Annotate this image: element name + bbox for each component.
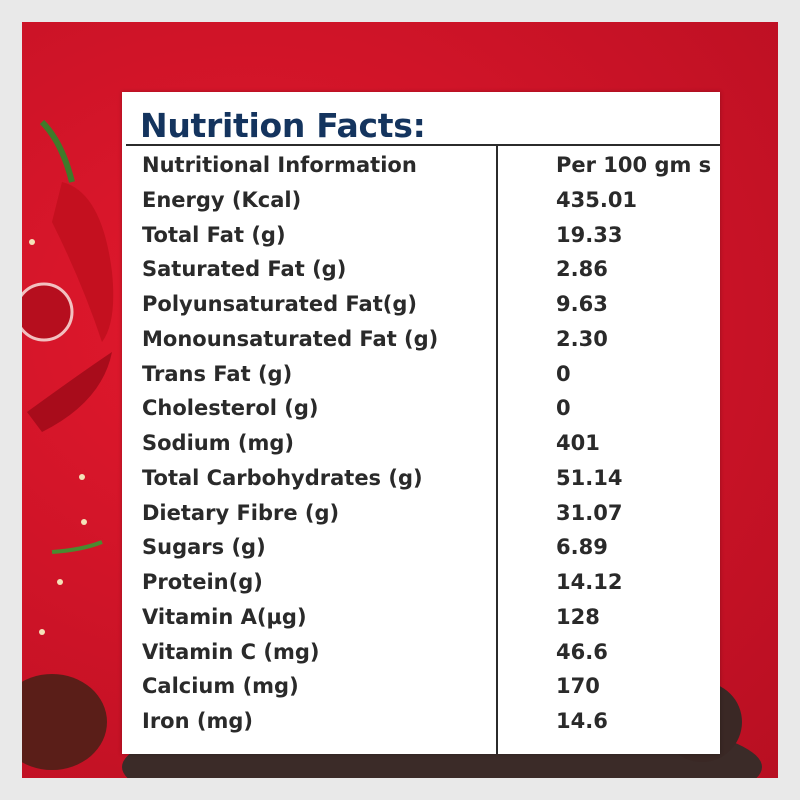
nutrient-label: Total Fat (g) [142, 222, 286, 247]
chili-slice [22, 282, 74, 342]
title-divider [126, 144, 720, 146]
nutrient-label: Iron (mg) [142, 709, 253, 733]
seed [57, 579, 63, 585]
seed [29, 239, 35, 245]
nutrient-label: Monounsaturated Fat (g) [142, 326, 439, 351]
nutrient-value: 401 [556, 431, 600, 455]
nutrient-value: 14.6 [556, 709, 608, 733]
nutrient-label: Trans Fat (g) [142, 361, 293, 386]
nutrient-value: 6.89 [556, 535, 608, 560]
nutrient-value: 128 [556, 604, 600, 629]
table-row: Polyunsaturated Fat(g) 9.63 [122, 287, 720, 322]
nutrient-label: Calcium (mg) [142, 674, 299, 699]
table-row: Total Carbohydrates (g) 51.14 [122, 461, 720, 496]
nutrient-label: Energy (Kcal) [142, 187, 302, 212]
nutrient-value: 46.6 [556, 639, 608, 664]
nutrient-label: Sugars (g) [142, 535, 266, 560]
red-chili-top [52, 182, 114, 342]
table-row: Saturated Fat (g) 2.86 [122, 252, 720, 287]
nutrient-label: Dietary Fibre (g) [142, 500, 340, 525]
table-header-row: Nutritional Information Per 100 gm s [122, 148, 720, 183]
nutrient-label: Polyunsaturated Fat(g) [142, 292, 417, 316]
table-row: Sodium (mg) 401 [122, 426, 720, 461]
nutrient-value: 0 [556, 396, 571, 421]
table-row: Energy (Kcal) 435.01 [122, 183, 720, 218]
table-row: Calcium (mg) 170 [122, 669, 720, 704]
dried-chili [22, 674, 107, 770]
nutrient-value: 9.63 [556, 292, 608, 316]
nutrient-value: 170 [556, 674, 600, 699]
table-row: Sugars (g) 6.89 [122, 530, 720, 565]
nutrient-label: Vitamin A(µg) [142, 604, 307, 629]
table-row: Vitamin C (mg) 46.6 [122, 635, 720, 670]
table-row: Iron (mg) 14.6 [122, 704, 720, 739]
nutrient-value: 2.30 [556, 326, 608, 351]
background-poster: Nutrition Facts: Nutritional Information… [22, 22, 778, 778]
header-label: Nutritional Information [142, 153, 417, 177]
table-row: Trans Fat (g) 0 [122, 357, 720, 392]
nutrient-value: 19.33 [556, 222, 623, 247]
table-row: Cholesterol (g) 0 [122, 391, 720, 426]
nutrient-value: 14.12 [556, 570, 623, 594]
nutrient-value: 51.14 [556, 465, 623, 490]
nutrient-label: Cholesterol (g) [142, 396, 319, 421]
seed [39, 629, 45, 635]
table-row: Total Fat (g) 19.33 [122, 218, 720, 253]
table-row: Monounsaturated Fat (g) 2.30 [122, 322, 720, 357]
green-chili-stem [51, 540, 103, 554]
nutrient-label: Sodium (mg) [142, 431, 295, 455]
seed [79, 474, 85, 480]
table-row: Dietary Fibre (g) 31.07 [122, 496, 720, 531]
nutrient-value: 435.01 [556, 187, 638, 212]
red-chili-bottom [27, 352, 112, 432]
green-stem [39, 119, 75, 183]
nutrient-label: Protein(g) [142, 570, 263, 594]
nutrient-value: 2.86 [556, 257, 608, 282]
seed [81, 519, 87, 525]
nutrition-facts-panel: Nutrition Facts: Nutritional Information… [122, 92, 720, 754]
header-value: Per 100 gm s [556, 153, 712, 177]
nutrition-table: Nutritional Information Per 100 gm s Ene… [122, 148, 720, 739]
nutrient-label: Total Carbohydrates (g) [142, 465, 423, 490]
nutrient-label: Saturated Fat (g) [142, 257, 347, 282]
column-divider [496, 146, 498, 754]
nutrient-label: Vitamin C (mg) [142, 639, 320, 664]
nutrient-value: 31.07 [556, 500, 623, 525]
table-row: Vitamin A(µg) 128 [122, 600, 720, 635]
page-title: Nutrition Facts: [140, 106, 426, 145]
table-row: Protein(g) 14.12 [122, 565, 720, 600]
nutrient-value: 0 [556, 361, 571, 386]
